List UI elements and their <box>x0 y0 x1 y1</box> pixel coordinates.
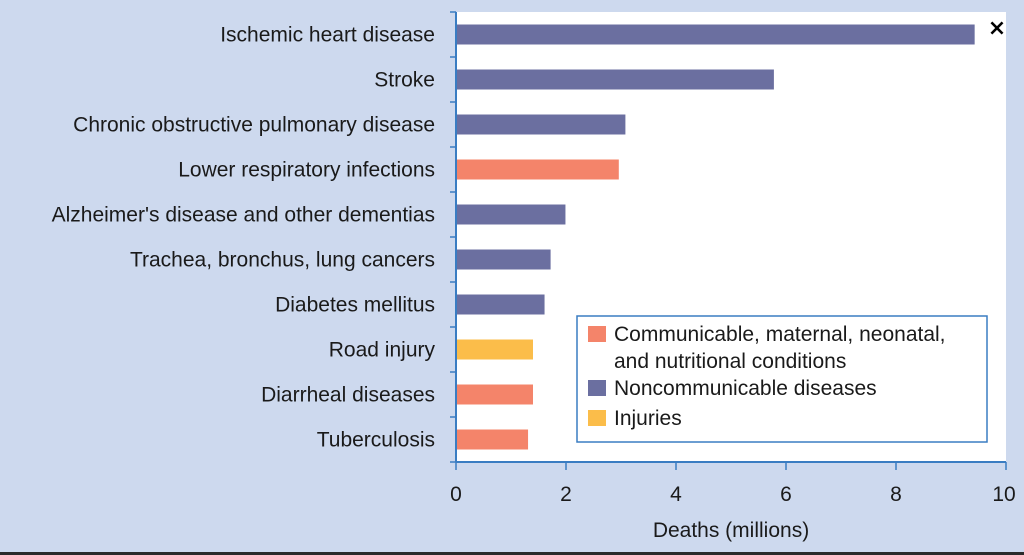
category-label-2: Stroke <box>374 69 435 92</box>
legend-box <box>576 315 988 443</box>
legend-label-1-line-2: and nutritional conditions <box>614 350 846 373</box>
x-tick-label-2: 4 <box>670 483 682 506</box>
category-label-10: Tuberculosis <box>317 429 435 452</box>
bar-7 <box>456 294 545 315</box>
category-label-4: Lower respiratory infections <box>178 159 435 182</box>
category-label-5: Alzheimer's disease and other dementias <box>52 204 435 227</box>
legend-label-2: Noncommunicable diseases <box>614 377 877 400</box>
x-tick-label-0: 0 <box>450 483 462 506</box>
legend-swatch-1 <box>588 326 606 342</box>
bars <box>456 24 975 450</box>
bar-3 <box>456 114 626 135</box>
category-label-1: Ischemic heart disease <box>220 24 435 47</box>
bar-8 <box>456 339 533 360</box>
bottom-border <box>0 552 1024 555</box>
y-axis-ticks <box>450 11 456 463</box>
category-label-8: Road injury <box>329 339 436 362</box>
bar-10 <box>456 429 529 450</box>
x-tick-label-5: 10 <box>992 483 1015 506</box>
bar-9 <box>456 384 533 405</box>
category-label-7: Diabetes mellitus <box>275 294 435 317</box>
bar-4 <box>456 159 619 180</box>
x-axis-ticks: 0 2 4 6 8 10 <box>450 462 1016 506</box>
legend-label-3: Injuries <box>614 407 682 430</box>
bar-2 <box>456 69 774 90</box>
legend-swatch-3 <box>588 410 606 426</box>
x-axis-title: Deaths (millions) <box>653 519 809 542</box>
legend: Communicable, maternal, neonatal, and nut… <box>576 315 988 443</box>
legend-swatch-2 <box>588 380 606 396</box>
bar-1 <box>456 24 975 45</box>
category-label-6: Trachea, bronchus, lung cancers <box>130 249 435 272</box>
category-labels: Ischemic heart disease Stroke Chronic obst… <box>52 24 436 452</box>
bar-5 <box>456 204 566 225</box>
category-label-3: Chronic obstructive pulmonary disease <box>73 114 435 137</box>
legend-label-1-line-1: Communicable, maternal, neonatal, <box>614 323 946 346</box>
x-tick-label-4: 8 <box>890 483 902 506</box>
bar-6 <box>456 249 551 270</box>
close-icon[interactable]: × <box>987 16 1007 41</box>
x-tick-label-1: 2 <box>560 483 572 506</box>
x-tick-label-3: 6 <box>780 483 792 506</box>
category-label-9: Diarrheal diseases <box>261 384 435 407</box>
